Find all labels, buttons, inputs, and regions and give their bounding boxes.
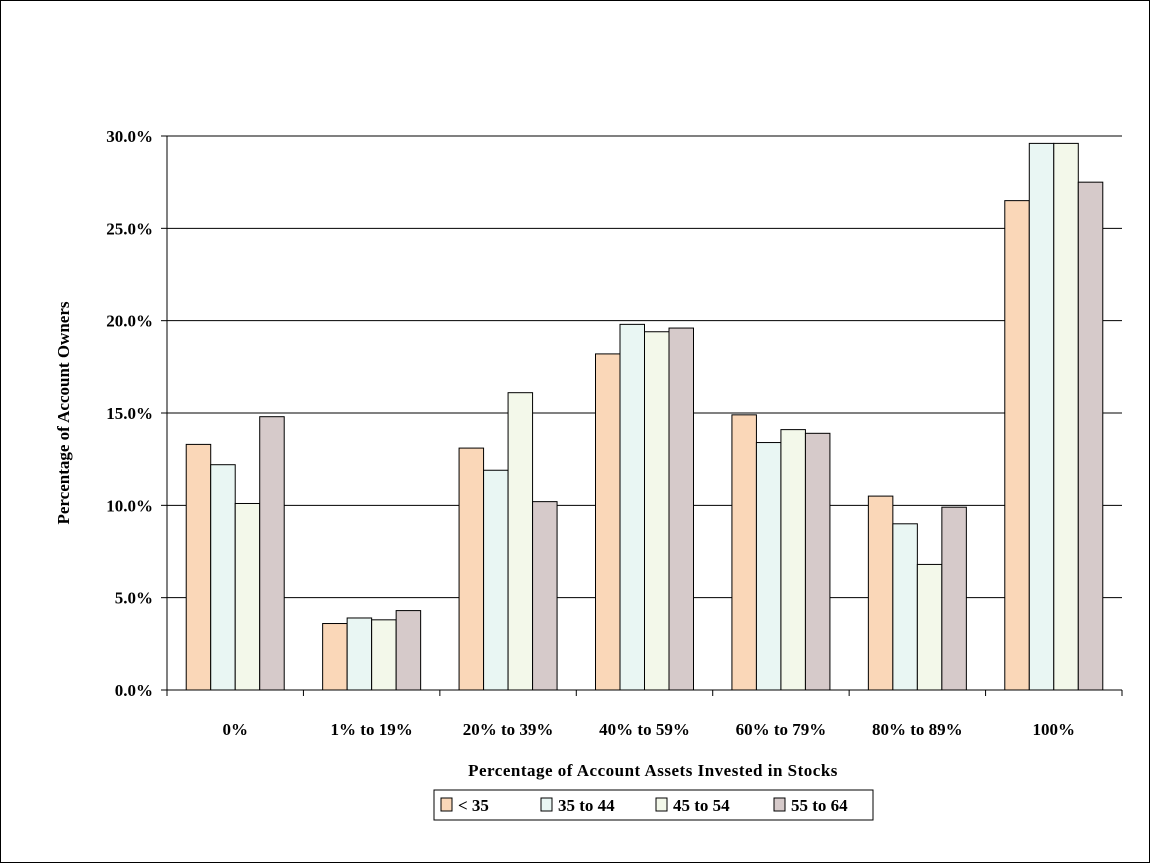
x-tick-label: 60% to 79% <box>736 720 827 739</box>
x-tick-label: 100% <box>1033 720 1076 739</box>
bar <box>941 506 967 691</box>
axes <box>161 135 1123 696</box>
bar <box>755 442 782 691</box>
bar <box>532 501 558 691</box>
x-tick-label: 0% <box>222 720 248 739</box>
x-tick-label: 80% to 89% <box>872 720 963 739</box>
y-tick-label: 10.0% <box>106 496 153 515</box>
bar <box>259 416 285 691</box>
x-tick-labels: 0% 1% to 19% 20% to 39% 40% to 59% 60% to 79… <box>222 720 1075 739</box>
y-tick-label: 20.0% <box>106 312 153 331</box>
x-tick-label: 1% to 19% <box>331 720 413 739</box>
y-axis-title: Percentage of Account Owners <box>54 301 73 524</box>
x-axis-title: Percentage of Account Assets Invested in… <box>468 761 838 780</box>
bar <box>916 563 943 691</box>
legend-label: 55 to 64 <box>791 796 848 815</box>
x-tick-label: 40% to 59% <box>599 720 690 739</box>
legend-swatch <box>773 797 786 812</box>
bar <box>322 623 348 691</box>
bar <box>867 495 894 691</box>
legend-label: < 35 <box>458 796 489 815</box>
bar <box>234 502 261 691</box>
x-tick-label: 20% to 39% <box>463 720 554 739</box>
bar <box>892 523 918 691</box>
bar <box>1004 200 1030 691</box>
y-tick-label: 15.0% <box>106 404 153 423</box>
bar <box>210 464 236 691</box>
bar <box>458 447 485 691</box>
bar <box>371 619 397 691</box>
bar <box>644 331 670 691</box>
y-tick-label: 25.0% <box>106 219 153 238</box>
bar <box>483 469 509 691</box>
bar <box>507 392 534 691</box>
legend-label: 35 to 44 <box>558 796 615 815</box>
bar <box>595 353 621 691</box>
bar <box>185 443 212 691</box>
y-tick-label: 30.0% <box>106 127 153 146</box>
legend-swatch <box>540 797 553 812</box>
y-tick-label: 0.0% <box>115 681 153 700</box>
bar <box>780 429 806 691</box>
bar <box>395 610 422 691</box>
bar <box>804 432 831 691</box>
legend-box <box>433 789 874 821</box>
bar <box>1053 142 1079 691</box>
bar <box>668 327 694 691</box>
legend-label: 45 to 54 <box>673 796 730 815</box>
bar <box>1028 142 1055 691</box>
legend: < 35 35 to 44 45 to 54 55 to 64 <box>433 789 874 821</box>
y-tick-labels: 0.0% 5.0% 10.0% 15.0% 20.0% 25.0% 30.0% <box>106 127 153 700</box>
bar <box>619 323 645 691</box>
bar <box>346 617 373 691</box>
legend-swatch <box>440 797 453 812</box>
legend-swatch <box>655 797 668 812</box>
bar <box>1077 181 1104 691</box>
bar <box>731 414 757 691</box>
bars <box>185 142 1104 691</box>
y-tick-label: 5.0% <box>115 589 153 608</box>
